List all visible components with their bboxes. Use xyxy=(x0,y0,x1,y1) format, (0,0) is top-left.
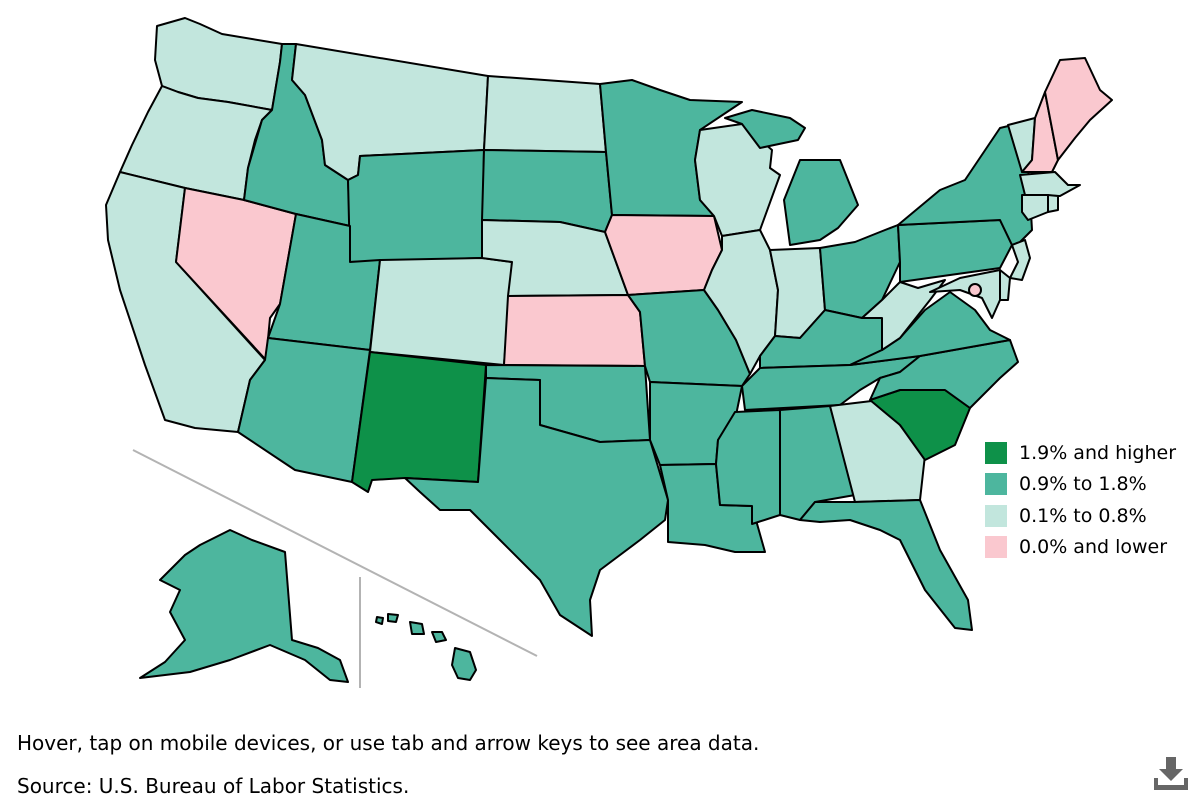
state-ak[interactable] xyxy=(139,529,349,683)
state-wv[interactable] xyxy=(861,279,946,351)
source-note: Source: U.S. Bureau of Labor Statistics. xyxy=(17,774,410,798)
us-states-map xyxy=(105,17,1113,688)
legend-item-neg: 0.0% and lower xyxy=(985,532,1176,564)
state-dc[interactable] xyxy=(968,283,982,297)
state-co[interactable] xyxy=(369,257,513,366)
legend-label-low: 0.1% to 0.8% xyxy=(1019,504,1147,527)
legend: 1.9% and higher 0.9% to 1.8% 0.1% to 0.8… xyxy=(985,437,1176,563)
state-nm[interactable] xyxy=(351,351,487,493)
legend-item-low: 0.1% to 0.8% xyxy=(985,500,1176,532)
legend-swatch-mid xyxy=(985,473,1007,496)
state-wy[interactable] xyxy=(347,149,485,263)
legend-label-mid: 0.9% to 1.8% xyxy=(1019,473,1147,496)
state-ct[interactable] xyxy=(1021,194,1049,221)
state-nj[interactable] xyxy=(1009,239,1031,281)
legend-swatch-low xyxy=(985,504,1007,527)
download-icon[interactable] xyxy=(1152,754,1190,792)
legend-item-mid: 0.9% to 1.8% xyxy=(985,469,1176,501)
state-me[interactable] xyxy=(1044,57,1113,161)
state-ma[interactable] xyxy=(1019,171,1081,197)
legend-swatch-high xyxy=(985,441,1007,464)
state-de[interactable] xyxy=(999,269,1011,301)
legend-label-neg: 0.0% and lower xyxy=(1019,536,1168,559)
state-mi[interactable] xyxy=(724,109,859,246)
legend-label-high: 1.9% and higher xyxy=(1019,441,1177,464)
state-ri[interactable] xyxy=(1047,194,1059,213)
state-md[interactable] xyxy=(929,269,1001,319)
state-nc[interactable] xyxy=(869,339,1019,409)
download-tray xyxy=(1154,778,1188,790)
state-nd[interactable] xyxy=(483,75,607,153)
legend-item-high: 1.9% and higher xyxy=(985,437,1176,469)
legend-swatch-neg xyxy=(985,536,1007,559)
state-ks[interactable] xyxy=(503,294,646,367)
interaction-note: Hover, tap on mobile devices, or use tab… xyxy=(17,731,760,755)
state-fl[interactable] xyxy=(799,499,973,631)
inset-divider-diagonal xyxy=(132,449,538,657)
download-arrow xyxy=(1159,757,1183,781)
state-hi[interactable] xyxy=(375,613,477,681)
state-tx[interactable] xyxy=(404,377,669,637)
